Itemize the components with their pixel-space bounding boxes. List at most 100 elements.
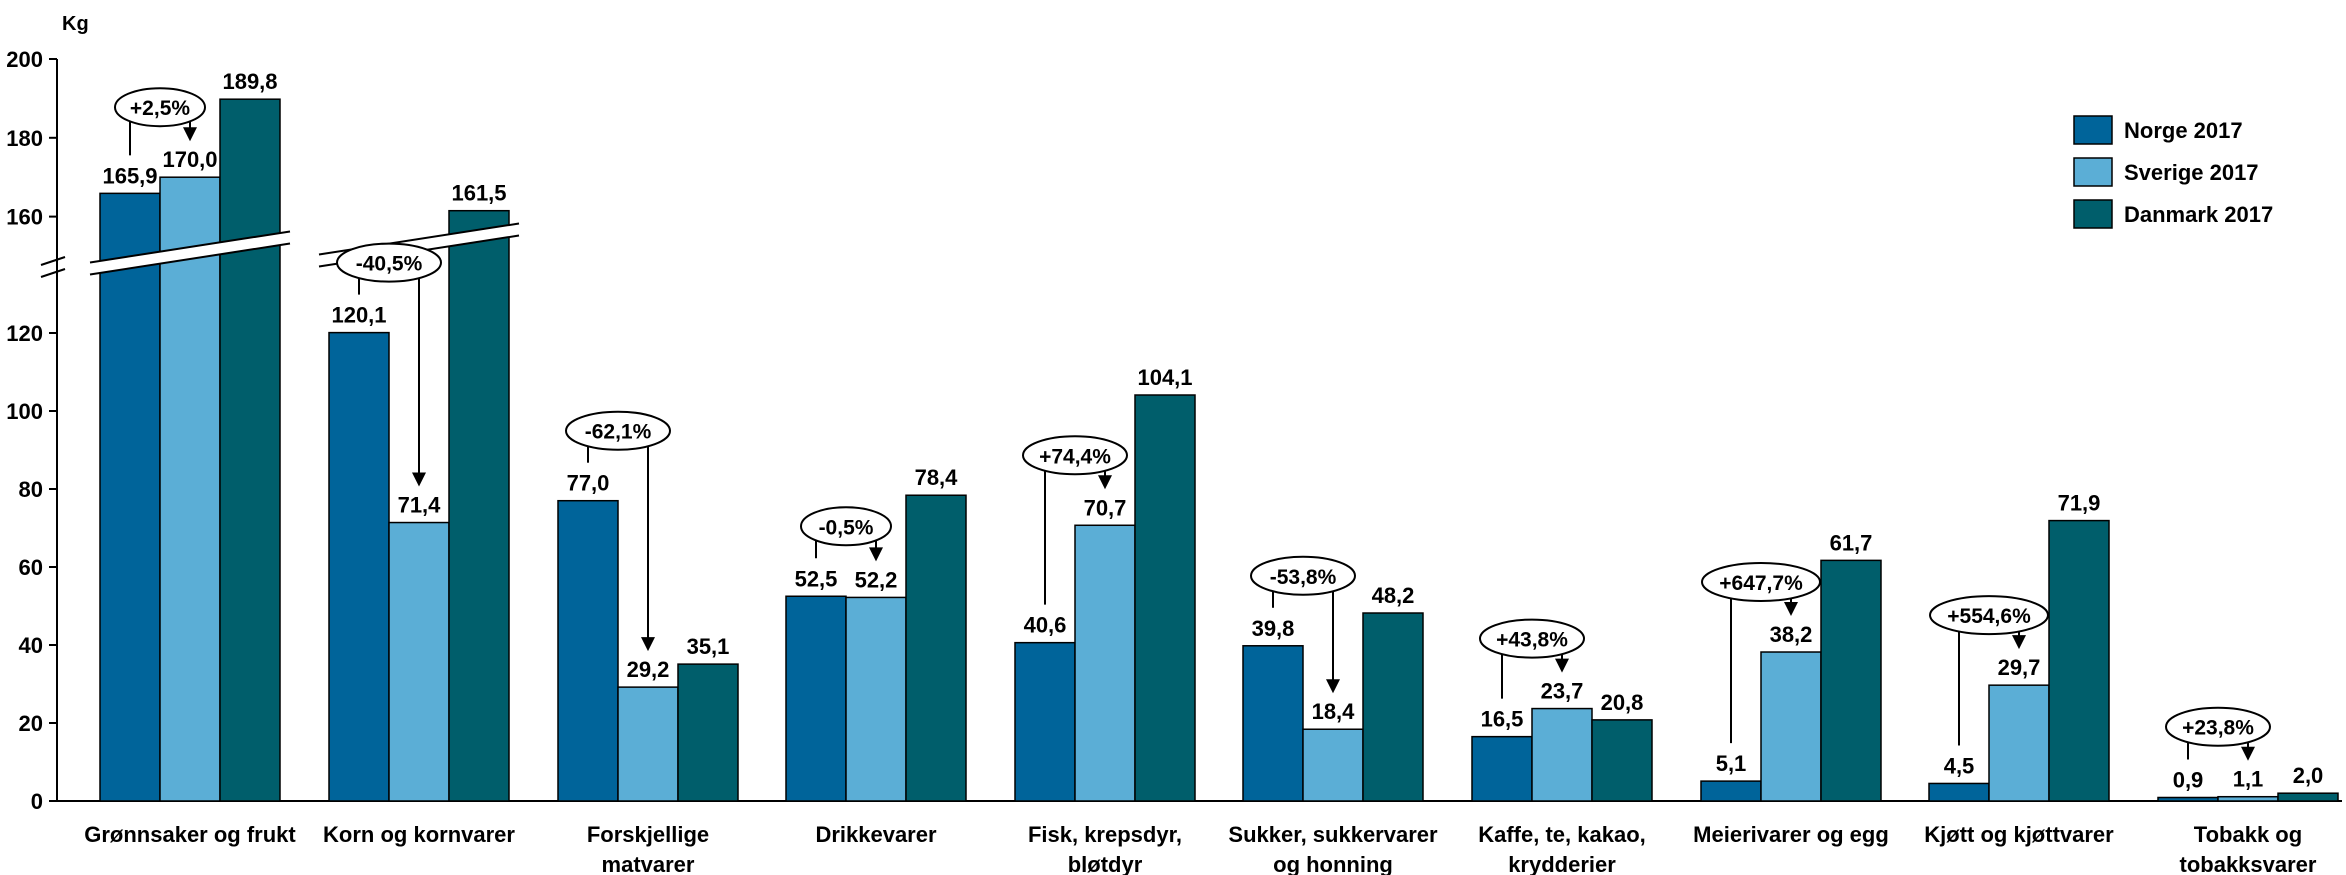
change-ellipse bbox=[1250, 555, 1356, 596]
change-ellipse bbox=[1929, 595, 2049, 636]
data-label: 40,6 bbox=[1024, 613, 1067, 638]
y-unit-label: Kg bbox=[62, 13, 89, 35]
bar-norge-2017 bbox=[1014, 641, 1076, 802]
y-tick-label: 40 bbox=[19, 633, 43, 658]
bar-danmark-2017 bbox=[219, 98, 281, 802]
change-ellipse bbox=[2165, 706, 2271, 747]
change-ellipse bbox=[800, 506, 892, 547]
data-label: 161,5 bbox=[451, 181, 506, 206]
data-label: 16,5 bbox=[1481, 707, 1524, 732]
data-label: 104,1 bbox=[1137, 365, 1192, 390]
bar-sverige-2017 bbox=[845, 596, 907, 802]
x-tick-label: krydderier bbox=[1508, 852, 1616, 875]
y-axis-break-mark bbox=[40, 268, 66, 278]
data-label: 52,5 bbox=[795, 566, 838, 591]
data-label: 0,9 bbox=[2173, 767, 2204, 792]
data-label: 170,0 bbox=[162, 147, 217, 172]
legend-label: Sverige 2017 bbox=[2124, 160, 2259, 185]
bar-sverige-2017 bbox=[1988, 684, 2050, 802]
bar-norge-2017 bbox=[1928, 782, 1990, 802]
change-arrow-head bbox=[1784, 602, 1798, 617]
change-arrow-head bbox=[1098, 475, 1112, 490]
bar-danmark-2017 bbox=[2277, 792, 2339, 802]
x-tick-label: Drikkevarer bbox=[815, 822, 937, 847]
y-tick-label: 100 bbox=[6, 399, 43, 424]
bar-norge-2017 bbox=[557, 499, 619, 802]
bar-danmark-2017 bbox=[1134, 394, 1196, 802]
bar-norge-2017 bbox=[2157, 796, 2219, 802]
bar-norge-2017 bbox=[1471, 735, 1533, 802]
bar-sverige-2017 bbox=[1531, 707, 1593, 802]
bar-sverige-2017 bbox=[2217, 795, 2279, 802]
data-label: 35,1 bbox=[687, 634, 730, 659]
x-tick-label: Sukker, sukkervarer bbox=[1228, 822, 1438, 847]
change-percent-label: +74,4% bbox=[1039, 445, 1111, 468]
y-tick-label: 120 bbox=[6, 321, 43, 346]
axis-break-band bbox=[90, 231, 290, 275]
change-ellipse bbox=[1022, 435, 1128, 476]
data-label: 38,2 bbox=[1770, 622, 1813, 647]
change-percent-label: +2,5% bbox=[130, 97, 190, 120]
y-tick-label: 60 bbox=[19, 555, 43, 580]
data-label: 165,9 bbox=[102, 163, 157, 188]
bar-norge-2017 bbox=[1242, 645, 1304, 802]
change-ellipse bbox=[1701, 562, 1821, 603]
bar-danmark-2017 bbox=[448, 209, 510, 802]
bar-danmark-2017 bbox=[677, 663, 739, 802]
bar-norge-2017 bbox=[99, 192, 161, 802]
chart-bars bbox=[89, 98, 2339, 802]
bar-sverige-2017 bbox=[1074, 524, 1136, 802]
data-label: 39,8 bbox=[1252, 616, 1295, 641]
change-percent-label: -53,8% bbox=[1270, 566, 1337, 589]
data-label: 70,7 bbox=[1084, 495, 1127, 520]
bar-danmark-2017 bbox=[1591, 719, 1653, 802]
data-label: 2,0 bbox=[2293, 763, 2324, 788]
change-annotations: +2,5% -40,5% -62,1% -0,5% +74,4% -53,8% +43,8%… bbox=[114, 87, 2271, 761]
change-arrow-head bbox=[869, 547, 883, 562]
data-label: 29,7 bbox=[1998, 655, 2041, 680]
bar-danmark-2017 bbox=[905, 494, 967, 802]
data-label: 4,5 bbox=[1944, 753, 1975, 778]
bar-sverige-2017 bbox=[1760, 651, 1822, 802]
bar-sverige-2017 bbox=[1302, 728, 1364, 802]
bar-norge-2017 bbox=[1700, 780, 1762, 802]
change-percent-label: -40,5% bbox=[356, 253, 423, 276]
x-tick-label: Fisk, krepsdyr, bbox=[1028, 822, 1182, 847]
x-tick-label: Meierivarer og egg bbox=[1693, 822, 1889, 847]
data-label: 48,2 bbox=[1372, 583, 1415, 608]
y-tick-label: 80 bbox=[19, 477, 43, 502]
x-tick-label: og honning bbox=[1273, 852, 1393, 875]
change-percent-label: +23,8% bbox=[2182, 717, 2254, 740]
change-percent-label: -62,1% bbox=[585, 421, 652, 444]
legend-label: Danmark 2017 bbox=[2124, 202, 2273, 227]
x-tick-label: Korn og kornvarer bbox=[323, 822, 515, 847]
data-label: 71,4 bbox=[398, 493, 442, 518]
data-label: 120,1 bbox=[331, 303, 386, 328]
data-label: 61,7 bbox=[1830, 530, 1873, 555]
data-label: 1,1 bbox=[2233, 767, 2264, 792]
data-label: 77,0 bbox=[567, 471, 610, 496]
change-arrow-head bbox=[1326, 679, 1340, 694]
bar-danmark-2017 bbox=[1362, 612, 1424, 802]
change-percent-label: +647,7% bbox=[1719, 572, 1803, 595]
y-tick-label: 160 bbox=[6, 205, 43, 230]
change-ellipse bbox=[565, 410, 671, 451]
x-tick-label: Kjøtt og kjøttvarer bbox=[1924, 822, 2114, 847]
change-percent-label: -0,5% bbox=[819, 516, 874, 539]
x-tick-label: Tobakk og bbox=[2194, 822, 2302, 847]
change-ellipse bbox=[336, 242, 442, 283]
bar-norge-2017 bbox=[785, 595, 847, 802]
data-label: 189,8 bbox=[222, 69, 277, 94]
data-label: 18,4 bbox=[1312, 699, 1356, 724]
change-arrow-head bbox=[2241, 746, 2255, 761]
y-axis-break-mark bbox=[40, 256, 66, 266]
data-label: 52,2 bbox=[855, 567, 898, 592]
legend-label: Norge 2017 bbox=[2124, 118, 2243, 143]
change-ellipse bbox=[1479, 618, 1585, 659]
x-tick-label: Forskjellige bbox=[587, 822, 709, 847]
x-tick-label: Kaffe, te, kakao, bbox=[1478, 822, 1646, 847]
axis-break-line bbox=[89, 230, 291, 264]
change-ellipse bbox=[114, 87, 206, 128]
